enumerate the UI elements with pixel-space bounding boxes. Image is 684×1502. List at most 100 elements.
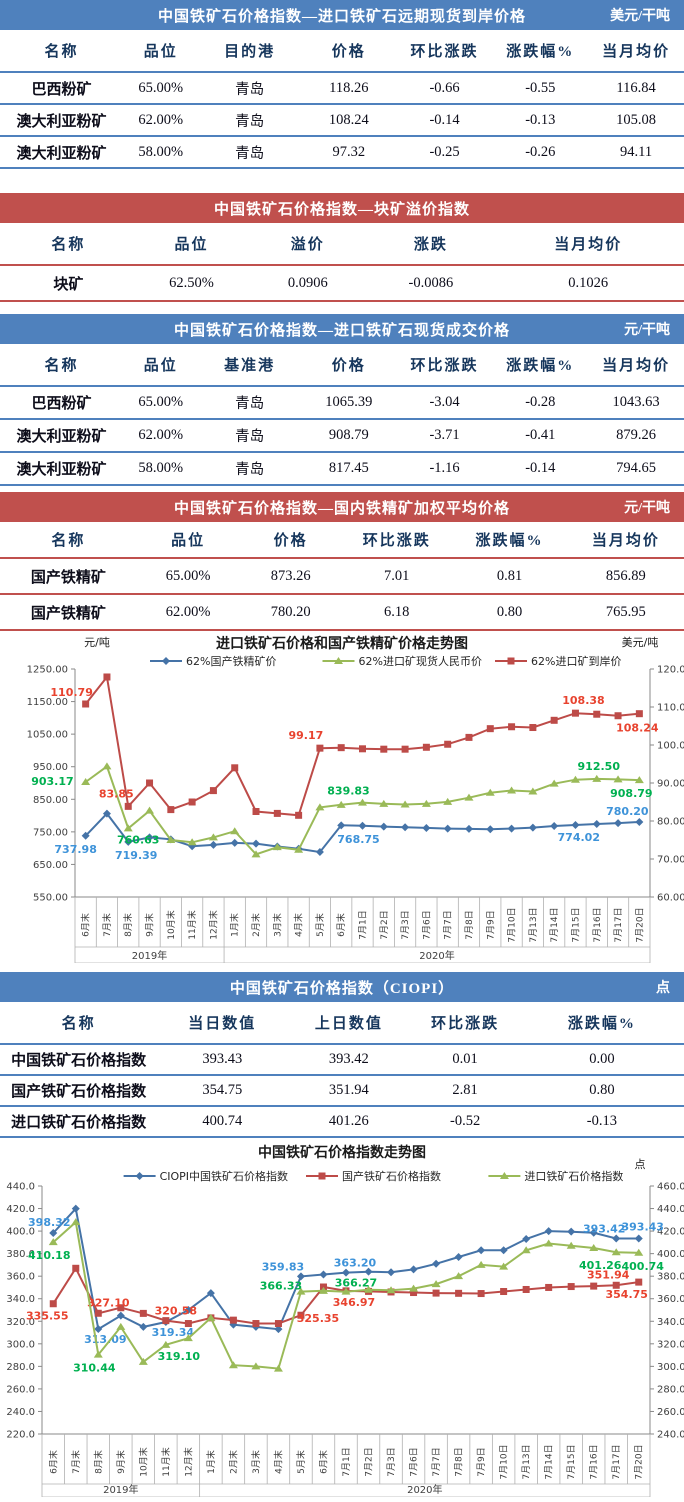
data-point-marker	[359, 745, 366, 753]
data-point-marker	[550, 716, 558, 724]
column-header: 涨跌幅%	[475, 533, 544, 549]
data-point-marker	[230, 827, 240, 835]
x-axis-category-label: 7月3日	[386, 1447, 397, 1476]
data-point-marker	[342, 1268, 350, 1277]
table-row: 澳大利亚粉矿 62.00% 青岛 108.24 -0.14 -0.13 105.08	[0, 104, 684, 136]
data-point-marker	[500, 1288, 508, 1296]
x-axis-category-label: 7月1日	[358, 910, 369, 939]
x-axis-category-label: 1月末	[229, 913, 241, 937]
data-point-marker	[71, 1204, 80, 1213]
data-point-marker	[571, 709, 579, 717]
data-point-marker	[635, 1278, 643, 1286]
data-point-marker	[209, 840, 218, 849]
x-axis-category-label: 8月末	[92, 1450, 104, 1474]
data-point-marker	[319, 1270, 328, 1279]
chart-title: 中国铁矿石价格指数走势图	[258, 1144, 426, 1161]
right-axis-tick-label: 280.0	[657, 1384, 684, 1395]
data-point-marker	[337, 821, 346, 830]
column-header: 品位	[171, 533, 206, 549]
data-point-marker	[358, 798, 367, 806]
left-axis-unit: 元/吨	[84, 636, 110, 649]
data-point-marker	[454, 1253, 463, 1262]
data-point-marker	[401, 745, 409, 753]
legend-item: 进口铁矿石价格指数	[488, 1169, 623, 1183]
cell-value: 青岛	[235, 145, 265, 162]
data-point-marker	[273, 1364, 283, 1372]
left-axis-tick-label: 360.0	[6, 1272, 35, 1283]
data-point-marker	[166, 836, 176, 843]
row-name: 块矿	[53, 276, 84, 293]
legend-item: 国产铁矿石价格指数	[306, 1169, 441, 1183]
cell-value: 62.00%	[138, 427, 184, 443]
column-header: 当月均价	[554, 237, 623, 253]
table-row: 国产铁精矿 62.00% 780.20 6.18 0.80 765.95	[0, 594, 684, 630]
table-title-bar: 中国铁矿石价格指数—进口铁矿石远期现货到岸价格 美元/干吨	[0, 0, 684, 30]
data-point-marker	[634, 1248, 644, 1256]
table-row: 国产铁精矿 65.00% 873.26 7.01 0.81 856.89	[0, 558, 684, 594]
data-point-marker	[485, 788, 495, 796]
right-axis-tick-label: 240.0	[657, 1430, 684, 1441]
table-unit: 元/干吨	[624, 501, 670, 516]
table-row: 块矿 62.50% 0.0906 -0.0086 0.1026	[0, 265, 684, 301]
data-point-marker	[117, 1304, 125, 1312]
data-point-marker	[589, 1228, 598, 1237]
x-axis-category-label: 6月末	[335, 913, 347, 937]
data-table: 名称 品位 基准港 价格 环比涨跌 涨跌幅% 当月均价 巴西粉矿 65.00% 青岛 1065.39…	[0, 344, 684, 486]
x-axis-category-label: 7月20日	[634, 907, 645, 942]
column-header: 价格	[273, 533, 308, 549]
column-header: 上日数值	[314, 1016, 383, 1032]
data-point-label: 325.35	[297, 1312, 339, 1325]
data-point-label: 99.17	[289, 729, 324, 742]
data-point-marker	[589, 1244, 599, 1251]
chart-ciopi-index-trend: 中国铁矿石价格指数走势图点 440.0 420.0 400.0 380.0 360.0 34…	[0, 1140, 684, 1502]
x-axis-year-label: 2020年	[407, 1483, 442, 1496]
data-point-label: 310.44	[73, 1362, 116, 1375]
cell-value: -0.0086	[408, 274, 454, 291]
x-axis-category-label: 11月末	[186, 910, 198, 939]
data-point-marker	[401, 823, 410, 832]
right-axis-tick-label: 70.00	[657, 855, 684, 866]
data-point-marker	[124, 802, 132, 810]
data-point-marker	[544, 1227, 553, 1236]
x-axis-category-label: 6月末	[80, 913, 92, 937]
data-point-label: 400.74	[622, 1260, 665, 1273]
data-point-label: 908.79	[610, 787, 652, 800]
right-axis-tick-label: 340.0	[657, 1317, 684, 1328]
data-point-marker	[499, 1172, 509, 1179]
legend-item: CIOPI中国铁矿石价格指数	[123, 1169, 288, 1183]
column-header: 品位	[143, 44, 178, 60]
left-axis-tick-label: 400.0	[6, 1227, 35, 1238]
cell-value: 105.08	[616, 111, 657, 128]
data-point-label: 393.42	[583, 1223, 625, 1236]
data-point-marker	[315, 803, 325, 811]
column-header: 涨跌幅%	[506, 44, 575, 60]
right-axis-tick-label: 320.0	[657, 1339, 684, 1350]
data-point-marker	[116, 1322, 126, 1330]
x-axis-category-label: 7月10日	[507, 907, 518, 942]
data-point-marker	[116, 1311, 125, 1320]
x-axis-category-label: 7月6日	[421, 910, 432, 939]
data-point-marker	[409, 1265, 418, 1274]
x-axis-category-label: 7月9日	[476, 1447, 487, 1476]
data-point-marker	[571, 821, 580, 830]
x-axis-category-label: 11月末	[160, 1447, 172, 1476]
x-axis-year-label: 2019年	[103, 1483, 138, 1496]
row-name: 澳大利亚粉矿	[16, 429, 107, 445]
x-axis-category-label: 4月末	[293, 913, 305, 937]
column-header: 环比涨跌	[362, 533, 431, 549]
data-point-marker	[252, 808, 260, 815]
data-point-marker	[635, 818, 644, 827]
right-axis-tick-label: 260.0	[657, 1407, 684, 1418]
column-header: 环比涨跌	[410, 44, 479, 60]
data-point-marker	[443, 824, 452, 833]
x-axis-category-label: 7月15日	[570, 907, 581, 942]
column-header: 名称	[51, 237, 86, 253]
column-header: 目的港	[224, 44, 276, 60]
data-point-marker	[379, 822, 388, 831]
cell-value: 0.0906	[287, 274, 328, 291]
cell-value: 400.74	[202, 1113, 243, 1129]
data-point-marker	[81, 831, 90, 840]
data-point-marker	[521, 1246, 531, 1254]
data-point-label: 774.02	[558, 831, 600, 844]
table-title: 中国铁矿石价格指数—块矿溢价指数	[213, 201, 470, 218]
